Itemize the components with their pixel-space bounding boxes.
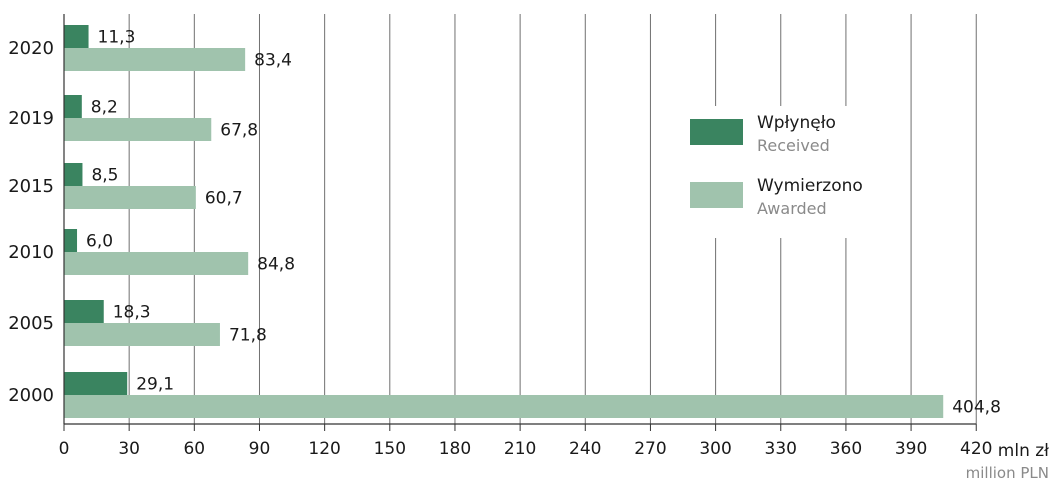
y-category-label: 2015: [8, 176, 54, 197]
bar-received-2010: [64, 229, 78, 252]
legend-label-awarded: Wymierzono: [757, 176, 863, 196]
legend-sublabel-awarded: Awarded: [757, 199, 827, 218]
bar-awarded-2015: [64, 186, 196, 209]
data-label: 18,3: [113, 303, 151, 323]
data-label: 60,7: [205, 189, 243, 209]
labels: 0 30 60 90 120 150 180 210 240 270 300 330 360 390 420…: [8, 28, 1001, 460]
gridlines: [128, 14, 977, 424]
data-label: 83,4: [254, 51, 292, 71]
x-tick-label: 60: [183, 439, 205, 459]
y-category-label: 2000: [8, 385, 54, 406]
x-tick-label: 360: [830, 439, 862, 459]
data-label: 404,8: [952, 398, 1001, 418]
bar-awarded-2010: [64, 252, 249, 275]
bar-received-2020: [64, 25, 89, 48]
legend-sublabel-received: Received: [757, 136, 830, 155]
x-tick-label: 120: [308, 439, 340, 459]
data-label: 11,3: [98, 28, 136, 48]
x-tick-label: 270: [634, 439, 666, 459]
data-label: 8,5: [91, 166, 118, 186]
legend-label-received: Wpłynęło: [757, 113, 836, 133]
x-tick-label: 300: [699, 439, 731, 459]
x-tick-label: 90: [249, 439, 271, 459]
x-tick-label: 0: [59, 439, 70, 459]
x-unit-label: mln zł: [998, 441, 1049, 461]
x-tick-label: 420: [960, 439, 992, 459]
axes: [63, 14, 977, 431]
y-category-label: 2020: [8, 38, 54, 59]
x-tick-label: 390: [895, 439, 927, 459]
bar-awarded-2005: [64, 323, 220, 346]
y-category-label: 2005: [8, 313, 54, 334]
x-tick-label: 150: [374, 439, 406, 459]
y-category-label: 2010: [8, 242, 54, 263]
bar-received-2005: [64, 300, 104, 323]
data-label: 8,2: [91, 98, 118, 118]
x-tick-label: 240: [569, 439, 601, 459]
data-label: 29,1: [136, 375, 174, 395]
legend: Wpłynęło Received Wymierzono Awarded: [684, 106, 863, 238]
data-label: 84,8: [257, 255, 295, 275]
x-tick-label: 330: [765, 439, 797, 459]
legend-swatch-awarded: [690, 182, 743, 208]
x-tick-label: 180: [439, 439, 471, 459]
bar-awarded-2000: [64, 395, 944, 418]
data-label: 71,8: [229, 326, 267, 346]
data-label: 6,0: [86, 232, 113, 252]
bar-awarded-2020: [64, 48, 246, 71]
x-tick-label: 30: [118, 439, 140, 459]
bars: [64, 25, 944, 418]
bar-received-2019: [64, 95, 82, 118]
data-label: 67,8: [220, 121, 258, 141]
y-category-label: 2019: [8, 108, 54, 129]
bar-received-2000: [64, 372, 128, 395]
x-unit-label-en: million PLN: [966, 464, 1049, 482]
bar-received-2015: [64, 163, 83, 186]
legend-swatch-received: [690, 119, 743, 145]
x-tick-label: 210: [504, 439, 536, 459]
bar-awarded-2019: [64, 118, 212, 141]
